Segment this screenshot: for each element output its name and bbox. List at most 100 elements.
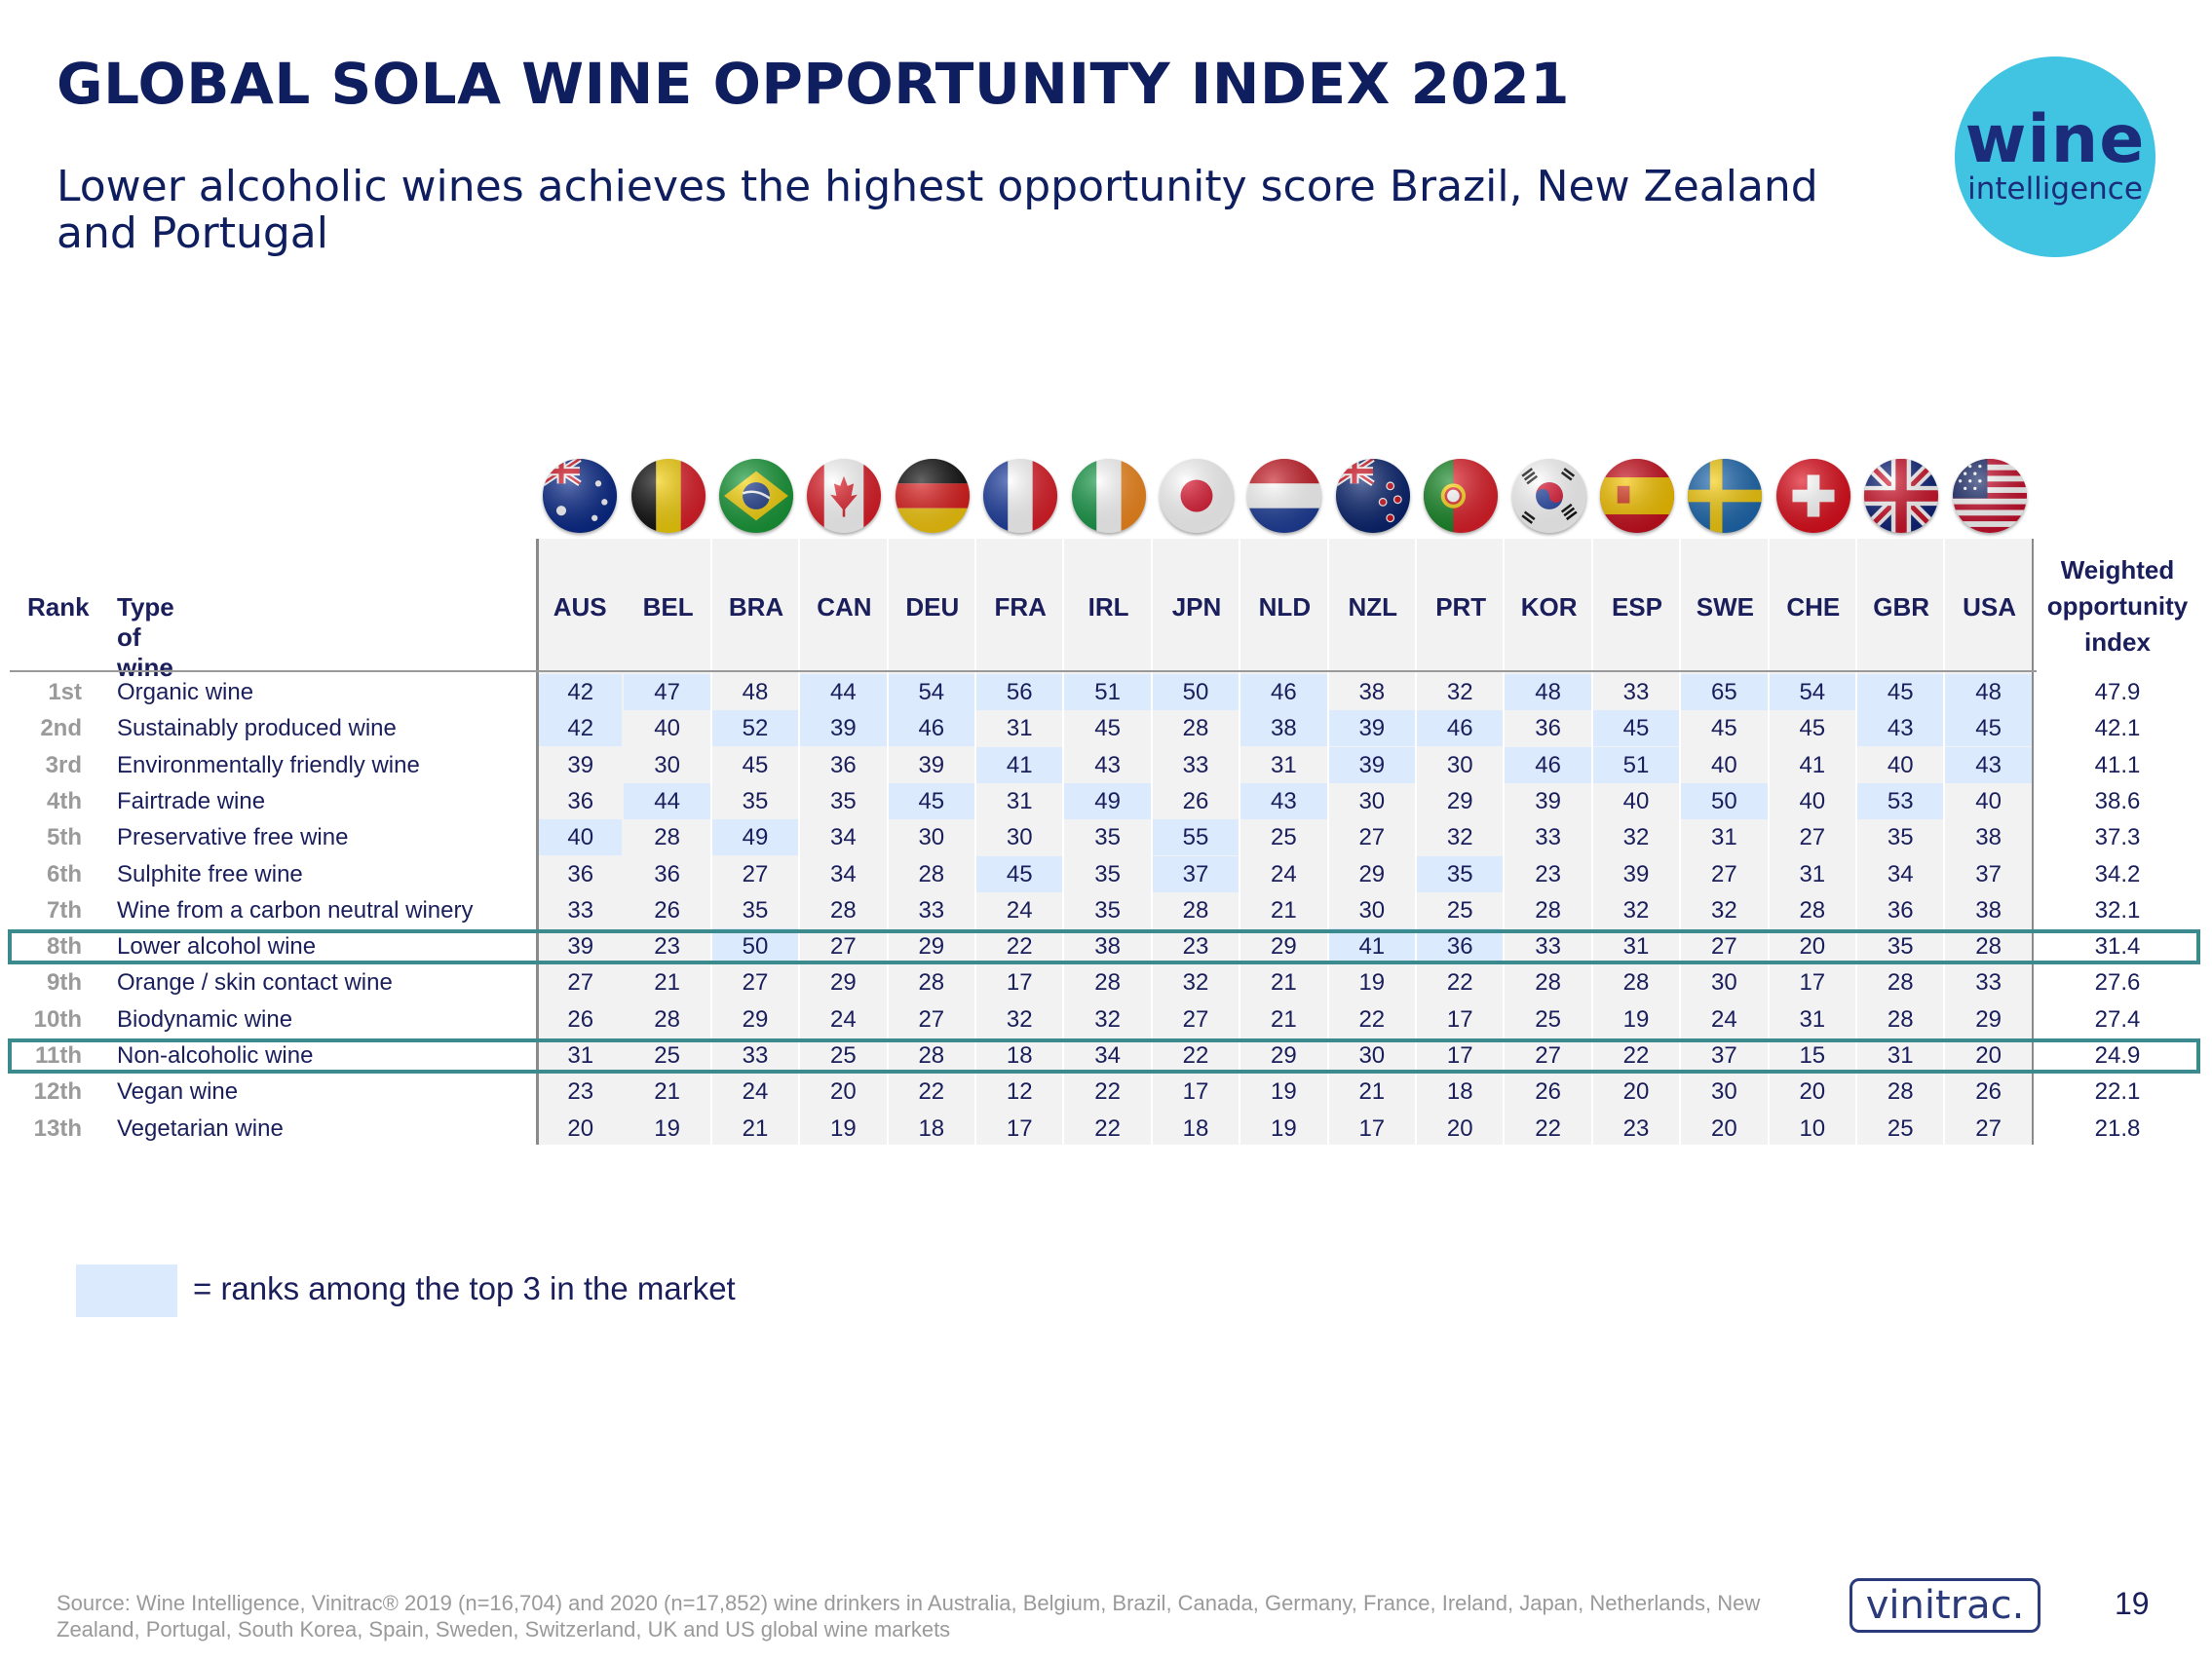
score-cell: 33: [1535, 933, 1561, 961]
score-cell: 30: [1711, 1078, 1737, 1106]
country-header: KOR: [1520, 592, 1578, 622]
country-header: JPN: [1171, 592, 1222, 622]
score-cell: 38: [1358, 679, 1386, 705]
column-background: [1769, 539, 1857, 1145]
score-cell: 45: [1711, 715, 1737, 742]
score-cell: 26: [1535, 1078, 1561, 1106]
score-cell: 32: [1182, 969, 1209, 997]
score-cell: 43: [1094, 751, 1121, 778]
column-background: [1592, 539, 1682, 1145]
score-cell: 20: [1622, 1078, 1650, 1106]
rank-label: 4th: [47, 787, 82, 814]
score-cell: 24: [742, 1078, 769, 1106]
weighted-index-cell: 27.6: [2094, 969, 2141, 997]
score-cell: 29: [1271, 933, 1297, 961]
wine-type-label: Orange / skin contact wine: [117, 969, 393, 997]
score-cell: 35: [830, 787, 857, 814]
score-cell: 20: [1975, 1042, 2002, 1069]
score-cell: 39: [1535, 787, 1561, 814]
score-cell: 29: [1358, 860, 1386, 887]
rank-label: 5th: [47, 824, 82, 851]
score-cell: 20: [1799, 1078, 1826, 1106]
flag-row: [0, 459, 2212, 537]
score-cell: 47: [624, 674, 710, 710]
germany-flag-icon: [895, 459, 970, 533]
weighted-index-cell: 47.9: [2094, 679, 2141, 705]
score-cell: 46: [1505, 746, 1591, 783]
wine-type-label: Vegetarian wine: [117, 1114, 284, 1142]
score-cell: 31: [1271, 751, 1297, 778]
wine-intelligence-logo: wine intelligence: [1955, 57, 2155, 257]
score-cell: 20: [1799, 933, 1826, 961]
score-cell: 31: [1622, 933, 1650, 961]
score-cell: 44: [800, 674, 887, 710]
rank-label: 9th: [47, 969, 82, 997]
wine-type-label: Organic wine: [117, 679, 254, 705]
logo-wordmark: wine: [1964, 101, 2146, 178]
score-cell: 40: [1799, 787, 1826, 814]
score-cell: 23: [654, 933, 680, 961]
score-cell: 54: [1769, 674, 1855, 710]
score-cell: 33: [567, 896, 594, 924]
country-header: NLD: [1258, 592, 1312, 622]
score-cell: 21: [1358, 1078, 1386, 1106]
weighted-index-cell: 27.4: [2094, 1005, 2141, 1033]
country-header: USA: [1963, 592, 2017, 622]
score-cell: 31: [1006, 715, 1033, 742]
country-header: NZL: [1348, 592, 1398, 622]
score-cell: 22: [1446, 969, 1473, 997]
vinitrac-logo: vinitrac.: [1850, 1578, 2040, 1633]
column-background: [888, 539, 976, 1145]
score-cell: 23: [1622, 1114, 1650, 1142]
score-cell: 39: [1622, 860, 1650, 887]
score-cell: 40: [1975, 787, 2002, 814]
score-cell: 25: [1887, 1114, 1914, 1142]
score-cell: 29: [918, 933, 945, 961]
score-cell: 25: [654, 1042, 680, 1069]
score-cell: 10: [1799, 1114, 1826, 1142]
score-cell: 21: [742, 1114, 769, 1142]
wine-type-label: Sustainably produced wine: [117, 715, 397, 742]
score-cell: 40: [539, 819, 623, 856]
score-cell: 48: [1945, 674, 2032, 710]
score-cell: 48: [742, 679, 769, 705]
score-cell: 27: [742, 969, 769, 997]
score-cell: 30: [1358, 787, 1386, 814]
score-cell: 27: [1358, 824, 1386, 851]
score-cell: 29: [742, 1005, 769, 1033]
score-cell: 30: [1711, 969, 1737, 997]
score-cell: 22: [1535, 1114, 1561, 1142]
score-cell: 36: [567, 787, 594, 814]
score-cell: 21: [1271, 969, 1297, 997]
score-cell: 26: [567, 1005, 594, 1033]
weighted-index-cell: 42.1: [2094, 715, 2141, 742]
score-cell: 28: [1887, 1005, 1914, 1033]
weighted-index-cell: 24.9: [2094, 1042, 2141, 1069]
score-cell: 30: [1358, 1042, 1386, 1069]
score-cell: 25: [830, 1042, 857, 1069]
score-cell: 25: [1535, 1005, 1561, 1033]
score-cell: 17: [1182, 1078, 1209, 1106]
wine-type-label: Non-alcoholic wine: [117, 1042, 314, 1069]
legend-swatch: [76, 1264, 177, 1317]
wine-type-label: Wine from a carbon neutral winery: [117, 896, 474, 924]
score-cell: 32: [1622, 896, 1650, 924]
score-cell: 54: [888, 674, 974, 710]
wine-type-label: Preservative free wine: [117, 824, 349, 851]
wine-type-label: Lower alcohol wine: [117, 933, 317, 961]
score-cell: 21: [654, 1078, 680, 1106]
score-cell: 42: [539, 674, 623, 710]
score-cell: 46: [1240, 674, 1327, 710]
rank-label: 10th: [33, 1005, 82, 1033]
score-cell: 20: [1446, 1114, 1473, 1142]
score-cell: 28: [1094, 969, 1121, 997]
score-cell: 45: [976, 855, 1063, 892]
country-header: BEL: [642, 592, 694, 622]
score-cell: 27: [567, 969, 594, 997]
score-cell: 27: [1711, 860, 1737, 887]
rank-label: 11th: [34, 1042, 82, 1069]
weighted-index-cell: 32.1: [2094, 896, 2141, 924]
score-cell: 28: [918, 1042, 945, 1069]
score-cell: 39: [1328, 710, 1415, 747]
score-cell: 17: [1799, 969, 1826, 997]
